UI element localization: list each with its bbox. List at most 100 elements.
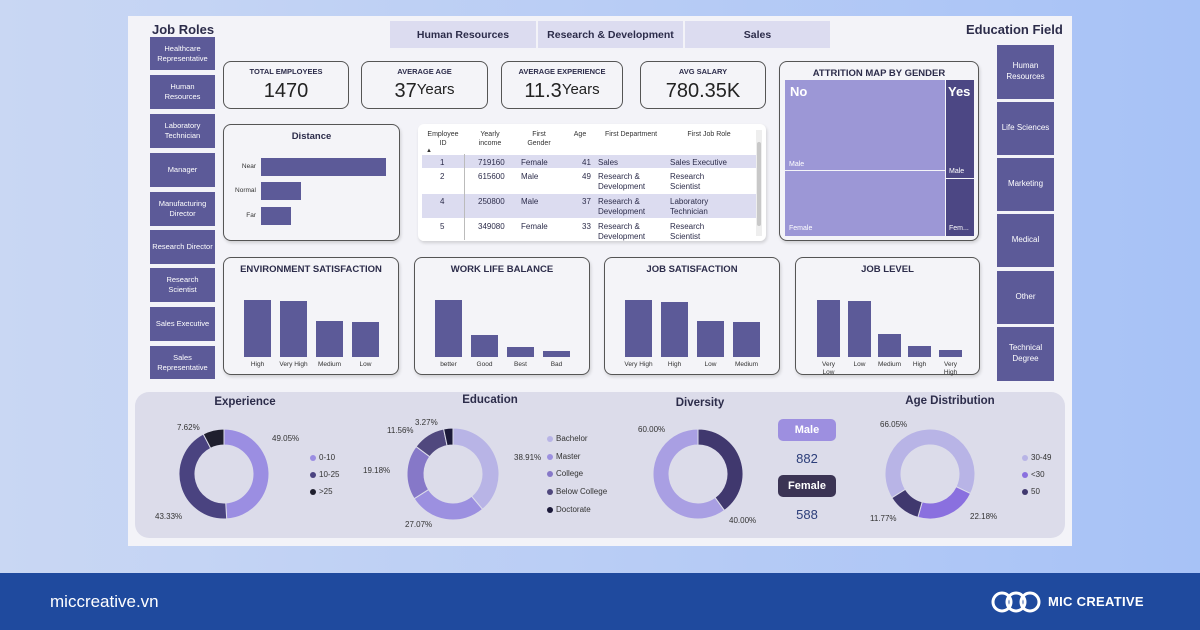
table-cell: 1 bbox=[440, 158, 445, 167]
age-distribution-title: Age Distribution bbox=[905, 395, 995, 407]
education-legend-2: College bbox=[547, 469, 583, 478]
table-cell: 719160 bbox=[478, 158, 505, 167]
age-label-0: 66.05% bbox=[880, 420, 908, 429]
bar-mark[interactable] bbox=[543, 351, 570, 357]
donut-slice[interactable] bbox=[917, 485, 972, 520]
table-row[interactable]: 4 250800 Male 37 Research & Development Labor… bbox=[422, 194, 756, 218]
distance-bar[interactable] bbox=[261, 158, 386, 176]
role-sales-representative[interactable]: Sales Representative bbox=[150, 346, 215, 379]
bar-mark[interactable] bbox=[697, 321, 724, 357]
distance-card: Distance Near Normal Far bbox=[223, 124, 400, 241]
bar-mark[interactable] bbox=[471, 335, 498, 357]
tab-sales[interactable]: Sales bbox=[685, 21, 830, 48]
donut-slice[interactable] bbox=[697, 428, 744, 512]
bar-mark[interactable] bbox=[280, 301, 307, 357]
edu-field-human-resources[interactable]: Human Resources bbox=[997, 45, 1054, 99]
footer-website[interactable]: miccreative.vn bbox=[50, 592, 159, 611]
table-row[interactable]: 5 349080 Female 33 Research & Development Res… bbox=[422, 219, 756, 241]
col-first-department[interactable]: First Department bbox=[604, 131, 658, 138]
edu-field-technical-degree[interactable]: Technical Degree bbox=[997, 327, 1054, 381]
role-manufacturing-director[interactable]: Manufacturing Director bbox=[150, 192, 215, 226]
col-age[interactable]: Age bbox=[573, 131, 587, 138]
treemap-male-label: Male bbox=[789, 161, 805, 168]
kpi-value-wrap: 11.3Years bbox=[502, 80, 622, 103]
experience-label-2: 7.62% bbox=[177, 423, 200, 432]
education-label-1: 27.07% bbox=[405, 520, 433, 529]
bar-mark[interactable] bbox=[316, 321, 343, 357]
age-label-2: 11.77% bbox=[870, 514, 897, 523]
experience-donut[interactable] bbox=[178, 428, 270, 520]
donut-slice[interactable] bbox=[652, 428, 726, 520]
bar-mark[interactable] bbox=[507, 347, 534, 357]
bar-mark[interactable] bbox=[908, 346, 931, 357]
donut-slice[interactable] bbox=[891, 488, 923, 518]
diversity-donut[interactable] bbox=[652, 428, 744, 520]
table-cell: 49 bbox=[582, 172, 591, 181]
age-distribution-donut[interactable] bbox=[884, 428, 976, 520]
tab-research-development[interactable]: Research & Development bbox=[538, 21, 683, 48]
age-label-1: 22.18% bbox=[970, 512, 998, 521]
kpi-label: AVERAGE EXPERIENCE bbox=[518, 67, 606, 76]
sort-up-icon[interactable]: ▲ bbox=[426, 148, 432, 154]
role-human-resources[interactable]: Human Resources bbox=[150, 75, 215, 109]
diversity-title: Diversity bbox=[675, 397, 725, 409]
col-employee-id[interactable]: Employee ID bbox=[427, 131, 459, 148]
donut-slice[interactable] bbox=[443, 427, 454, 447]
table-row[interactable]: 1 719160 Female 41 Sales Sales Executive bbox=[422, 155, 756, 168]
education-legend-1: Master bbox=[547, 452, 580, 461]
bar-mark[interactable] bbox=[848, 301, 871, 357]
bar-mark[interactable] bbox=[625, 300, 652, 357]
mic-creative-logo-icon bbox=[991, 591, 1041, 613]
edu-field-medical[interactable]: Medical bbox=[997, 214, 1054, 267]
donut-slice[interactable] bbox=[413, 488, 484, 521]
edu-field-other[interactable]: Other bbox=[997, 271, 1054, 324]
treemap-yes-female[interactable] bbox=[946, 179, 974, 236]
donut-slice[interactable] bbox=[223, 428, 270, 520]
table-scrollbar[interactable] bbox=[756, 130, 762, 236]
kpi-total-employees: TOTAL EMPLOYEES 1470 bbox=[223, 61, 349, 109]
treemap-yes-male[interactable] bbox=[946, 80, 974, 178]
treemap-no-male[interactable] bbox=[785, 80, 945, 170]
kpi-unit: Years bbox=[416, 81, 455, 98]
role-manager[interactable]: Manager bbox=[150, 153, 215, 187]
bar-mark[interactable] bbox=[435, 300, 462, 357]
table-cell: Female bbox=[521, 158, 548, 167]
edu-field-life-sciences[interactable]: Life Sciences bbox=[997, 102, 1054, 155]
distance-bar[interactable] bbox=[261, 207, 291, 225]
bar-mark[interactable] bbox=[939, 350, 962, 357]
treemap-no-female[interactable] bbox=[785, 171, 945, 236]
donut-slice[interactable] bbox=[884, 428, 976, 499]
edu-field-marketing[interactable]: Marketing bbox=[997, 158, 1054, 211]
bar-mark[interactable] bbox=[733, 322, 760, 357]
distance-bar[interactable] bbox=[261, 182, 301, 200]
scrollbar-thumb[interactable] bbox=[757, 142, 761, 226]
bar-mark[interactable] bbox=[244, 300, 271, 357]
bar-mark[interactable] bbox=[878, 334, 901, 357]
attrition-map-card: ATTRITION MAP BY GENDER No Yes Male Fema… bbox=[779, 61, 979, 241]
col-first-job-role[interactable]: First Job Role bbox=[687, 131, 731, 138]
table-row[interactable]: 2 615600 Male 49 Research & Development Resea… bbox=[422, 169, 756, 193]
table-cell: 2 bbox=[440, 172, 445, 181]
bar-mark[interactable] bbox=[817, 300, 840, 357]
female-badge: Female bbox=[778, 475, 836, 497]
table-cell: 41 bbox=[582, 158, 591, 167]
donut-slice[interactable] bbox=[178, 433, 228, 520]
col-yearly-income[interactable]: Yearly income bbox=[478, 131, 502, 148]
bar-mark[interactable] bbox=[661, 302, 688, 357]
role-laboratory-technician[interactable]: Laboratory Technician bbox=[150, 114, 215, 148]
distance-label: Far bbox=[246, 212, 256, 219]
col-first-gender[interactable]: First Gender bbox=[527, 131, 551, 148]
age-legend-1: <30 bbox=[1022, 470, 1045, 479]
tab-human-resources[interactable]: Human Resources bbox=[390, 21, 536, 48]
donut-slice[interactable] bbox=[452, 427, 500, 510]
role-research-director[interactable]: Research Director bbox=[150, 230, 215, 264]
experience-legend-0: 0-10 bbox=[310, 453, 335, 462]
education-donut[interactable] bbox=[406, 427, 500, 521]
role-healthcare-representative[interactable]: Healthcare Representative bbox=[150, 37, 215, 70]
role-research-scientist[interactable]: Research Scientist bbox=[150, 268, 215, 302]
role-sales-executive[interactable]: Sales Executive bbox=[150, 307, 215, 341]
experience-title: Experience bbox=[214, 396, 276, 408]
bar-mark[interactable] bbox=[352, 322, 379, 357]
bar-label: Best bbox=[513, 361, 527, 368]
donut-slice[interactable] bbox=[202, 428, 225, 449]
